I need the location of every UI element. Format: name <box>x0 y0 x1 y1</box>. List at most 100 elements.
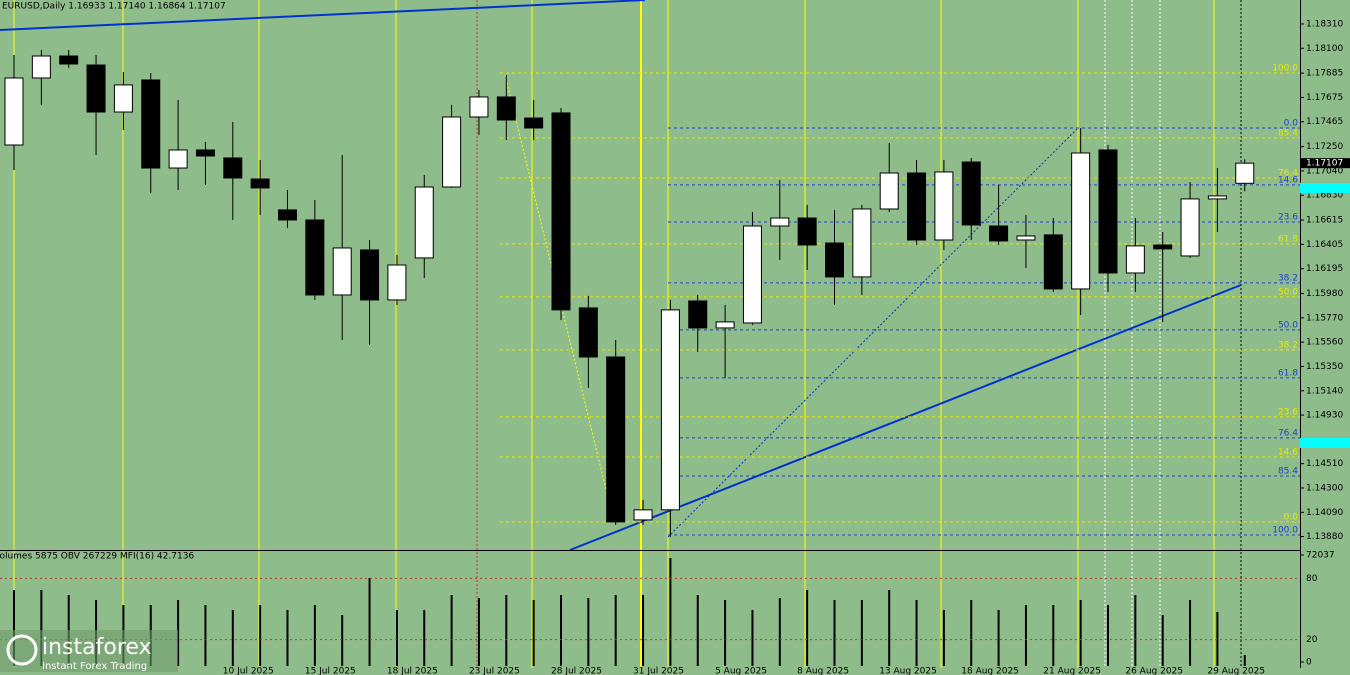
y-tick-label: 1.15560 <box>1306 338 1343 348</box>
fib-label: 38.2 <box>1278 340 1298 350</box>
y2-tick-label: 0 <box>1306 658 1312 668</box>
x-tick-label: 10 Jul 2025 <box>223 667 274 675</box>
candle-body <box>86 64 106 113</box>
candle-body <box>278 209 297 221</box>
fib-label: 61.8 <box>1278 368 1298 378</box>
x-tick-label: 31 Jul 2025 <box>633 667 684 675</box>
candle-body <box>961 161 981 226</box>
x-tick-label: 21 Aug 2025 <box>1043 667 1101 675</box>
candle-body <box>141 79 161 169</box>
fib-label: 100.0 <box>1272 525 1298 535</box>
candle-body <box>4 77 24 146</box>
current-price-label: 1.17107 <box>1306 159 1343 169</box>
y-tick-label: 1.17675 <box>1306 93 1343 103</box>
y-tick-label: 1.15350 <box>1306 362 1343 372</box>
y-tick-label: 1.17250 <box>1306 142 1343 152</box>
candle-body <box>59 55 79 65</box>
candle-body <box>414 186 434 259</box>
fib-label: 50.0 <box>1278 287 1298 297</box>
candle-body <box>1207 195 1227 200</box>
fib-label: 23.6 <box>1278 212 1298 222</box>
candle-body <box>332 247 352 296</box>
candle-body <box>852 208 872 278</box>
candle-body <box>742 225 762 324</box>
fib-label: 61.8 <box>1278 234 1298 244</box>
candle-body <box>934 171 954 241</box>
candle-body <box>578 307 598 358</box>
candle-body <box>496 96 516 121</box>
candle-body <box>1180 198 1200 257</box>
current-price-box <box>1301 158 1350 169</box>
candle-body <box>31 55 51 79</box>
candle-body <box>660 309 680 511</box>
logo-icon <box>6 634 38 666</box>
trendline <box>0 0 646 31</box>
x-tick-label: 18 Aug 2025 <box>961 667 1019 675</box>
y-tick-label: 1.17465 <box>1306 117 1343 127</box>
fib-label: 0.0 <box>1284 118 1299 128</box>
candle-body <box>195 149 215 157</box>
candle-body <box>688 300 708 329</box>
y-tick-label: 1.18100 <box>1306 44 1343 54</box>
y-tick-label: 1.17040 <box>1306 166 1343 176</box>
fib-label: 50.0 <box>1278 320 1298 330</box>
candle-body <box>113 84 133 113</box>
fib-label: 85.4 <box>1278 128 1298 138</box>
y-tick-label: 1.17885 <box>1306 69 1343 79</box>
candle-body <box>442 116 462 188</box>
candle-body <box>1125 245 1145 274</box>
fib-label: 85.4 <box>1278 466 1298 476</box>
candle-body <box>305 219 325 296</box>
y-tick-label: 1.15980 <box>1306 289 1343 299</box>
chart-title: EURUSD,Daily 1.16933 1.17140 1.16864 1.1… <box>2 2 226 12</box>
fib-label: 0.0 <box>1284 512 1299 522</box>
x-tick-label: 15 Jul 2025 <box>305 667 356 675</box>
y-tick-label: 1.14090 <box>1306 508 1343 518</box>
x-tick-label: 5 Aug 2025 <box>715 667 767 675</box>
y-tick-label: 1.15140 <box>1306 386 1343 396</box>
fib-label: 14.6 <box>1278 447 1298 457</box>
fib-label: 23.6 <box>1278 407 1298 417</box>
candle-body <box>1016 235 1036 241</box>
candle-body <box>551 112 571 311</box>
y-tick-label: 1.14510 <box>1306 459 1343 469</box>
candle-body <box>387 264 407 301</box>
y-tick-label: 1.13880 <box>1306 532 1343 542</box>
candle-body <box>879 172 899 210</box>
fib-label: 76.4 <box>1278 168 1298 178</box>
fib-label: 100.0 <box>1272 64 1298 74</box>
x-tick-label: 28 Jul 2025 <box>551 667 602 675</box>
y-tick-label: 1.18310 <box>1306 19 1343 29</box>
candle-body <box>907 172 927 241</box>
candle-body <box>1043 234 1063 290</box>
candle-body <box>1098 149 1118 274</box>
y-tick-label: 1.14300 <box>1306 483 1343 493</box>
logo: instaforex Instant Forex Trading <box>0 630 178 672</box>
x-tick-label: 13 Aug 2025 <box>879 667 937 675</box>
y-tick-label: 1.15770 <box>1306 313 1343 323</box>
candle-body <box>1071 152 1091 290</box>
candle-body <box>1235 162 1255 184</box>
trendline <box>569 284 1242 551</box>
fib-label: 14.6 <box>1278 175 1298 185</box>
x-tick-label: 26 Aug 2025 <box>1125 667 1183 675</box>
candle-body <box>223 157 243 179</box>
candle-body <box>606 356 626 523</box>
x-tick-label: 23 Jul 2025 <box>469 667 520 675</box>
candle-body <box>770 217 790 227</box>
x-tick-label: 18 Jul 2025 <box>387 667 438 675</box>
candle-body <box>524 117 544 129</box>
plot: 1.18310 1.18100 1.17885 1.17675 1.17465 1.172… <box>0 19 1350 675</box>
y-tick-label: 1.14930 <box>1306 411 1343 421</box>
x-tick-label: 8 Aug 2025 <box>797 667 849 675</box>
y-tick-label: 1.16615 <box>1306 216 1343 226</box>
mfi-level-label: 20 <box>1306 635 1318 645</box>
fib-baseline <box>667 127 1079 538</box>
candle-body <box>715 321 735 329</box>
indicator-title: Volumes 5875 OBV 267229 MFI(16) 42.7136 <box>0 552 194 562</box>
candle-body <box>360 249 380 301</box>
y-tick-label: 1.16195 <box>1306 264 1343 274</box>
y-tick-label: 1.16405 <box>1306 240 1343 250</box>
